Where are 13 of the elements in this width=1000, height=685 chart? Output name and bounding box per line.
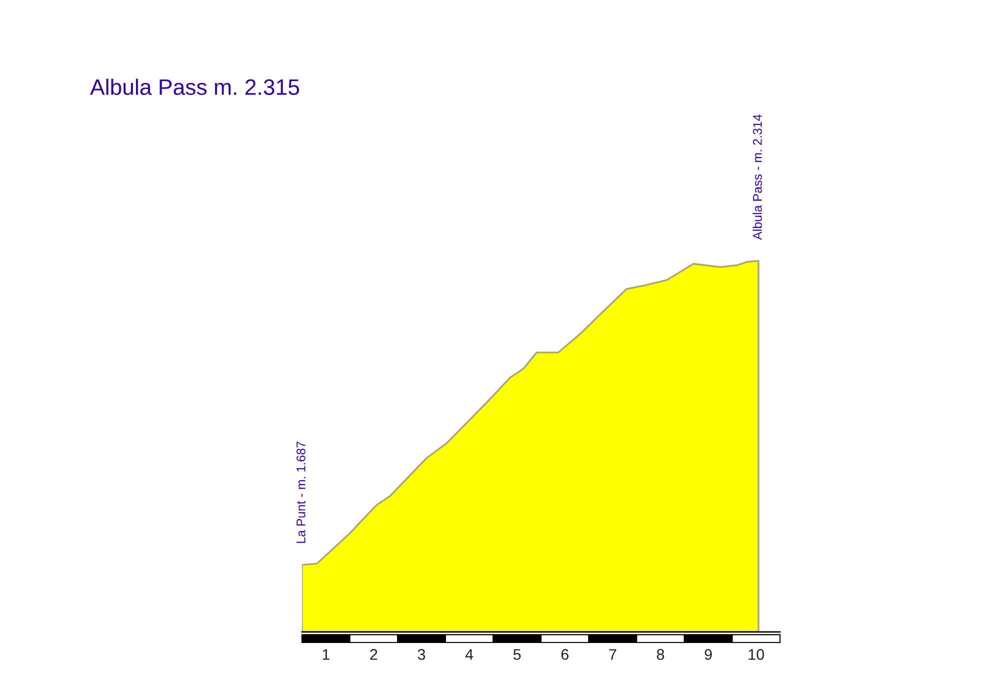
x-tick-label: 5 — [513, 649, 521, 660]
x-tick-label: 9 — [704, 649, 712, 660]
annotation: Albula Pass - m. 2.314 — [752, 114, 762, 240]
x-tick-label: 1 — [322, 649, 330, 660]
x-tick-label: 7 — [609, 649, 616, 660]
x-tick-label: 10 — [748, 649, 764, 660]
x-tick-label: 2 — [370, 649, 378, 660]
x-tick-label: 6 — [561, 649, 568, 660]
x-tick-label: 3 — [418, 649, 426, 660]
x-tick-label: 4 — [465, 649, 474, 660]
annotation: La Punt - m. 1.687 — [296, 442, 306, 543]
x-tick-label: 8 — [656, 649, 664, 660]
chart-title: Albula Pass m. 2.315 — [90, 78, 300, 96]
